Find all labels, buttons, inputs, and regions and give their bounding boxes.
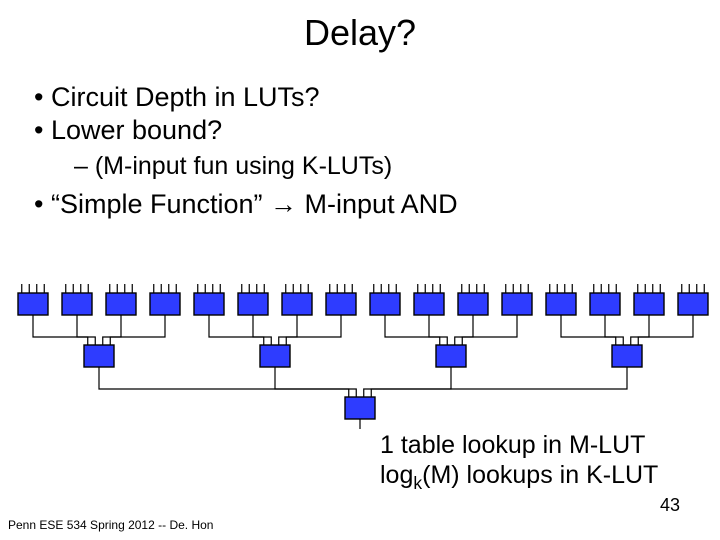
subbullet-m-input: (M-input fun using K-LUTs) — [98, 152, 692, 181]
result-line2-post: (M) lookups in K-LUT — [422, 461, 658, 489]
result-line2: logk(M) lookups in K-LUT — [380, 460, 658, 494]
slide-title: Delay? — [0, 12, 720, 54]
bullets-block: Circuit Depth in LUTs? Lower bound? (M-i… — [28, 80, 692, 222]
bullet-depth: Circuit Depth in LUTs? — [58, 82, 692, 113]
result-line1: 1 table lookup in M-LUT — [380, 430, 658, 460]
footer-text: Penn ESE 534 Spring 2012 -- De. Hon — [8, 518, 213, 532]
lut-tree-diagram — [0, 275, 720, 435]
result-text: 1 table lookup in M-LUT logk(M) lookups … — [380, 430, 658, 494]
page-number: 43 — [660, 495, 680, 516]
result-line2-pre: log — [380, 461, 413, 489]
bullet-lower-bound: Lower bound? — [58, 115, 692, 146]
result-line2-sub: k — [413, 473, 422, 493]
bullet-simple-fn: “Simple Function” → M-input AND — [58, 189, 692, 220]
